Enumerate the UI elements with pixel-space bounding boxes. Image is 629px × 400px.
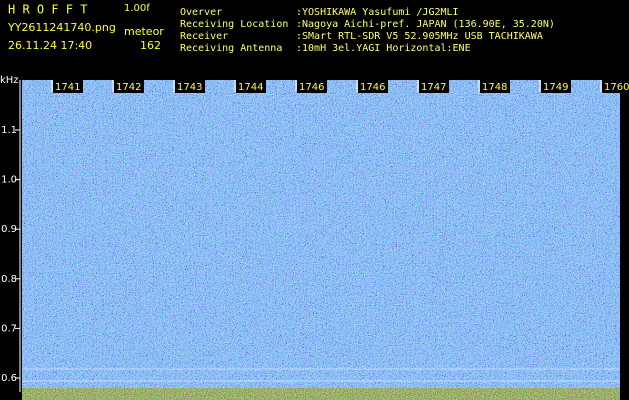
y-tick-label: 0.7	[1, 323, 17, 334]
time-label: 1746	[360, 82, 385, 93]
time-label-bg	[419, 80, 449, 93]
time-label: 1742	[116, 82, 141, 93]
noise-sparks	[22, 80, 620, 392]
time-label: 1748	[482, 82, 507, 93]
info-label: Receiving Location	[180, 19, 288, 30]
y-tick-label: 0.8	[1, 274, 17, 285]
info-value: :Nagoya Aichi-pref. JAPAN (136.90E, 35.2…	[296, 19, 555, 30]
y-tick-label: 1.1	[1, 125, 17, 136]
app-title: H R O F F T	[8, 3, 87, 17]
info-value: :10mH 3el.YAGI Horizontal:ENE	[296, 43, 471, 54]
time-label-bg	[53, 80, 83, 93]
y-unit: kHz	[0, 75, 19, 86]
y-tick-label: 0.6	[1, 373, 17, 384]
time-label-bg	[602, 80, 629, 93]
info-value: :YOSHIKAWA Yasufumi /JG2MLI	[296, 7, 459, 18]
mode: meteor	[124, 25, 164, 38]
info-value: :SMart RTL-SDR V5 52.905MHz USB TACHIKAW…	[296, 31, 543, 42]
time-label-bg	[358, 80, 388, 93]
time-label-bg	[541, 80, 571, 93]
time-label-bg	[175, 80, 205, 93]
version: 1.00f	[124, 3, 150, 14]
time-label: 1746	[299, 82, 324, 93]
y-tick-label: 0.9	[1, 224, 17, 235]
time-label: 1749	[543, 82, 568, 93]
info-label: Overver	[180, 7, 222, 18]
bottom-strip-noise	[22, 388, 620, 400]
time-label: 1744	[238, 82, 263, 93]
info-label: Receiving Antenna	[180, 43, 282, 54]
time-label: 1743	[177, 82, 202, 93]
info-label: Receiver	[180, 31, 228, 42]
time-label: 1747	[421, 82, 446, 93]
spectrogram	[22, 80, 620, 400]
datetime: 26.11.24 17:40	[8, 39, 92, 52]
time-label-bg	[297, 80, 327, 93]
count: 162	[140, 39, 161, 52]
time-label: 1741	[55, 82, 80, 93]
y-tick-label: 1.0	[1, 175, 17, 186]
time-label: 1760	[604, 82, 629, 93]
time-label-bg	[114, 80, 144, 93]
time-label-bg	[236, 80, 266, 93]
filename: YY2611241740.png	[7, 21, 116, 34]
time-label-bg	[480, 80, 510, 93]
